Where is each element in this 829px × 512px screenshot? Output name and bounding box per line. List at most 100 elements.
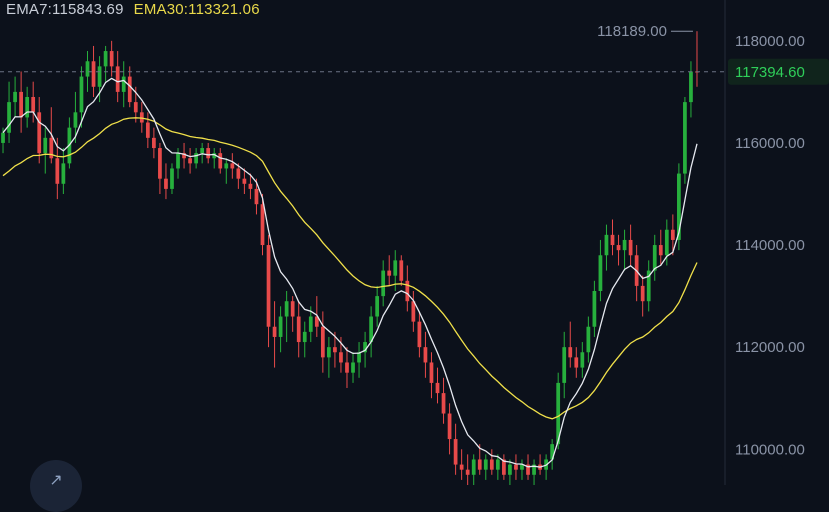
candle-body: [79, 76, 84, 113]
candle-body: [145, 122, 150, 138]
candle-body: [520, 464, 524, 470]
candle-body: [91, 61, 96, 87]
candle-body: [170, 168, 174, 189]
candle-body: [465, 469, 470, 475]
candle-body: [622, 239, 627, 251]
candle-body: [230, 163, 235, 169]
candle-body: [471, 459, 476, 475]
candle-body: [369, 316, 373, 343]
candle-body: [121, 76, 126, 92]
ema30-line: [2, 117, 698, 420]
candle-body: [284, 301, 289, 317]
price-axis[interactable]: 118000.00 116000.00 114000.00 112000.00 1100…: [735, 33, 805, 458]
candle-body: [375, 296, 380, 317]
candle-body: [411, 301, 416, 322]
candle-body: [508, 464, 512, 475]
candle-body: [152, 137, 156, 149]
candle-body: [218, 153, 223, 169]
candle-body: [628, 239, 633, 256]
arrow-up-right-icon: ↗: [49, 472, 63, 489]
candle-body: [405, 280, 410, 302]
candle-body: [248, 183, 253, 189]
candle-body: [19, 91, 23, 118]
candle-body: [616, 245, 621, 251]
candle-body: [55, 158, 60, 184]
candle-body: [592, 291, 597, 327]
candle-body: [320, 326, 325, 358]
candle-body: [7, 102, 11, 133]
candle-body: [109, 51, 114, 67]
candle-body: [61, 163, 66, 184]
current-price-label: 117394.60: [735, 64, 805, 81]
candle-body: [441, 393, 446, 414]
candle-body: [13, 91, 17, 103]
candle-body: [266, 245, 271, 327]
candle-body: [212, 153, 217, 159]
candle-body: [176, 153, 180, 169]
candle-body: [339, 352, 343, 363]
candle-body: [556, 382, 561, 445]
candle-body: [435, 382, 440, 394]
candle-body: [526, 464, 530, 475]
candle-body: [314, 316, 319, 327]
ema7-line: [2, 77, 698, 468]
candle-body: [37, 112, 42, 154]
candle-body: [242, 178, 247, 184]
candle-body: [670, 229, 675, 240]
candle-body: [224, 163, 229, 169]
expand-chart-button[interactable]: ↗: [30, 460, 82, 512]
candle-body: [139, 112, 144, 123]
candle-body: [351, 362, 355, 373]
candle-body: [652, 245, 657, 271]
candle-body: [164, 178, 168, 189]
candle-body: [206, 148, 211, 159]
candle-body: [357, 352, 361, 363]
candle-body: [278, 316, 283, 337]
candle-body: [308, 316, 313, 332]
candle-body: [586, 326, 591, 353]
candle-body: [514, 464, 518, 470]
candle-body: [97, 66, 102, 87]
ema30-legend: EMA30:113321.06: [133, 1, 260, 18]
candle-body: [381, 270, 386, 297]
candle-body: [158, 148, 162, 179]
price-markers: 118189.00 117394.60: [0, 23, 829, 85]
candle-body: [610, 234, 615, 246]
candle-body: [453, 439, 458, 465]
indicator-legend: EMA7:115843.69 EMA30:113321.06: [6, 1, 270, 18]
candle-body: [423, 347, 428, 363]
candle-body: [417, 321, 422, 348]
candle-body: [133, 102, 138, 113]
candle-body: [1, 132, 5, 143]
candle-body: [236, 168, 241, 179]
candle-body: [49, 137, 54, 159]
candle-body: [363, 342, 367, 353]
candle-body: [43, 137, 48, 154]
y-tick-label: 114000.00: [735, 237, 805, 254]
y-tick-label: 110000.00: [735, 441, 805, 458]
candle-body: [598, 255, 603, 291]
candle-body: [200, 148, 205, 154]
candle-body: [127, 76, 132, 103]
candlestick-series: [1, 31, 699, 485]
candle-body: [664, 229, 669, 256]
candle-body: [447, 413, 452, 440]
candle-body: [188, 158, 192, 164]
current-price-badge: [728, 58, 829, 85]
candle-body: [194, 153, 198, 164]
candle-body: [399, 260, 404, 281]
candle-body: [103, 51, 108, 67]
candle-body: [483, 459, 488, 470]
candle-body: [550, 444, 555, 460]
price-chart: 118000.00 116000.00 114000.00 112000.00 1100…: [0, 0, 829, 485]
candle-body: [658, 245, 663, 256]
candle-body: [296, 316, 301, 343]
candle-body: [580, 352, 585, 368]
candle-body: [327, 347, 331, 358]
candle-body: [646, 270, 651, 302]
y-tick-label: 118000.00: [735, 33, 805, 50]
candle-body: [459, 464, 464, 470]
candle-body: [73, 112, 78, 128]
candle-body: [477, 459, 482, 470]
high-marker-label: 118189.00: [597, 23, 667, 40]
